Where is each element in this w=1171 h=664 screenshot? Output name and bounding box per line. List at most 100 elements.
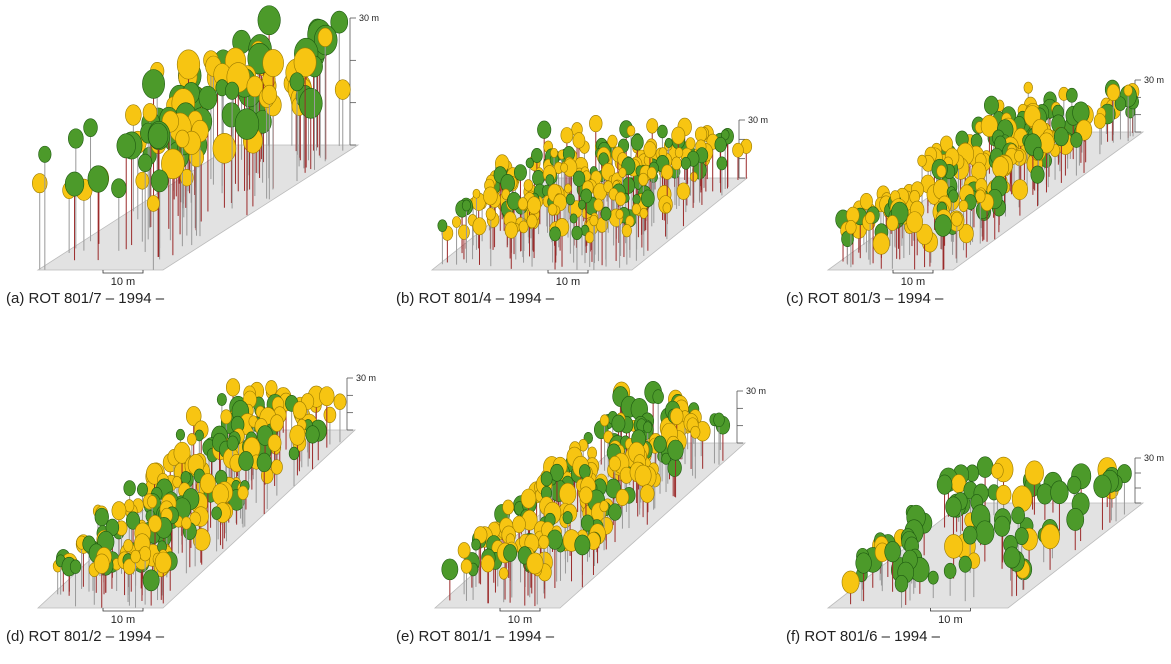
crown <box>995 484 1012 505</box>
crown <box>872 232 890 255</box>
crown <box>1014 149 1024 163</box>
crown <box>690 425 701 439</box>
scale-label: 10 m <box>508 614 532 626</box>
crown <box>69 559 82 574</box>
crown <box>116 133 136 159</box>
crown <box>653 435 667 453</box>
crown <box>292 401 307 420</box>
crown <box>257 5 281 36</box>
crown <box>599 414 610 427</box>
crown <box>142 69 165 99</box>
crown <box>526 552 544 575</box>
crown <box>437 219 448 232</box>
crown <box>662 202 672 214</box>
scale-bar <box>930 608 971 612</box>
crown <box>1070 132 1083 148</box>
crown <box>180 470 191 485</box>
crown <box>513 164 527 181</box>
crown <box>585 231 595 244</box>
crown <box>330 10 349 34</box>
crown <box>550 147 558 158</box>
crown <box>671 126 686 145</box>
crown <box>305 425 320 444</box>
crown <box>87 165 109 193</box>
panel-caption: (e) ROT 801/1 – 1994 – <box>396 628 555 645</box>
crown <box>317 27 333 47</box>
crown <box>599 500 609 513</box>
crown <box>518 220 529 234</box>
crown <box>123 539 134 552</box>
crown <box>126 511 141 530</box>
crown <box>670 407 684 425</box>
crown <box>589 114 603 133</box>
scale-label: 10 m <box>111 614 135 626</box>
crown <box>689 171 698 182</box>
crown <box>1067 476 1082 495</box>
crown <box>664 137 673 148</box>
crown <box>732 142 744 158</box>
scale-bar <box>892 270 934 274</box>
crown <box>532 169 545 186</box>
crown <box>212 483 229 506</box>
crown <box>1106 83 1120 101</box>
crown <box>640 484 655 503</box>
crown <box>1030 165 1045 184</box>
crown <box>234 108 260 140</box>
crown <box>562 511 573 525</box>
crown <box>992 156 1010 179</box>
crown <box>298 88 323 119</box>
scale-bar <box>102 270 144 274</box>
crown <box>615 209 624 220</box>
crown <box>608 455 621 472</box>
crown <box>547 529 563 550</box>
crown <box>38 145 52 163</box>
crown <box>884 541 901 563</box>
crown <box>632 194 641 205</box>
panel-caption: (a) ROT 801/7 – 1994 – <box>6 290 165 307</box>
crown <box>578 199 586 210</box>
crown <box>334 79 351 100</box>
crown <box>621 224 632 238</box>
crown <box>32 173 48 194</box>
crown <box>256 452 272 473</box>
crown <box>865 211 876 225</box>
crown <box>991 462 1004 479</box>
crown <box>948 189 959 203</box>
crown <box>855 552 872 574</box>
crown <box>175 428 186 441</box>
scale-label: 10 m <box>556 276 580 288</box>
crown <box>600 206 612 221</box>
crown <box>1024 460 1044 486</box>
crown <box>641 189 655 208</box>
crown <box>615 191 627 206</box>
crown <box>142 569 160 592</box>
crown <box>934 214 952 237</box>
crown <box>237 485 249 500</box>
crown <box>111 178 127 199</box>
crown <box>261 84 277 105</box>
crown <box>150 169 169 193</box>
crown <box>93 553 110 574</box>
crown <box>226 435 239 451</box>
crown <box>198 85 218 110</box>
crown <box>845 220 857 235</box>
crown <box>123 480 136 497</box>
crown <box>841 570 860 594</box>
crown <box>1072 101 1090 124</box>
crown <box>225 81 240 100</box>
crown <box>289 72 305 92</box>
crown <box>643 421 653 434</box>
panel: 30 m 10 m(b) ROT 801/4 – 1994 – <box>396 114 768 307</box>
crown <box>485 207 496 221</box>
crown <box>461 199 472 212</box>
crown <box>917 154 927 167</box>
crown <box>517 197 528 211</box>
crown <box>537 120 552 139</box>
crown <box>626 125 636 137</box>
ground-plate <box>36 144 360 271</box>
crown <box>288 446 300 461</box>
crown <box>1040 523 1060 550</box>
crown <box>185 406 202 427</box>
crown <box>83 118 98 137</box>
crown <box>1003 546 1021 569</box>
